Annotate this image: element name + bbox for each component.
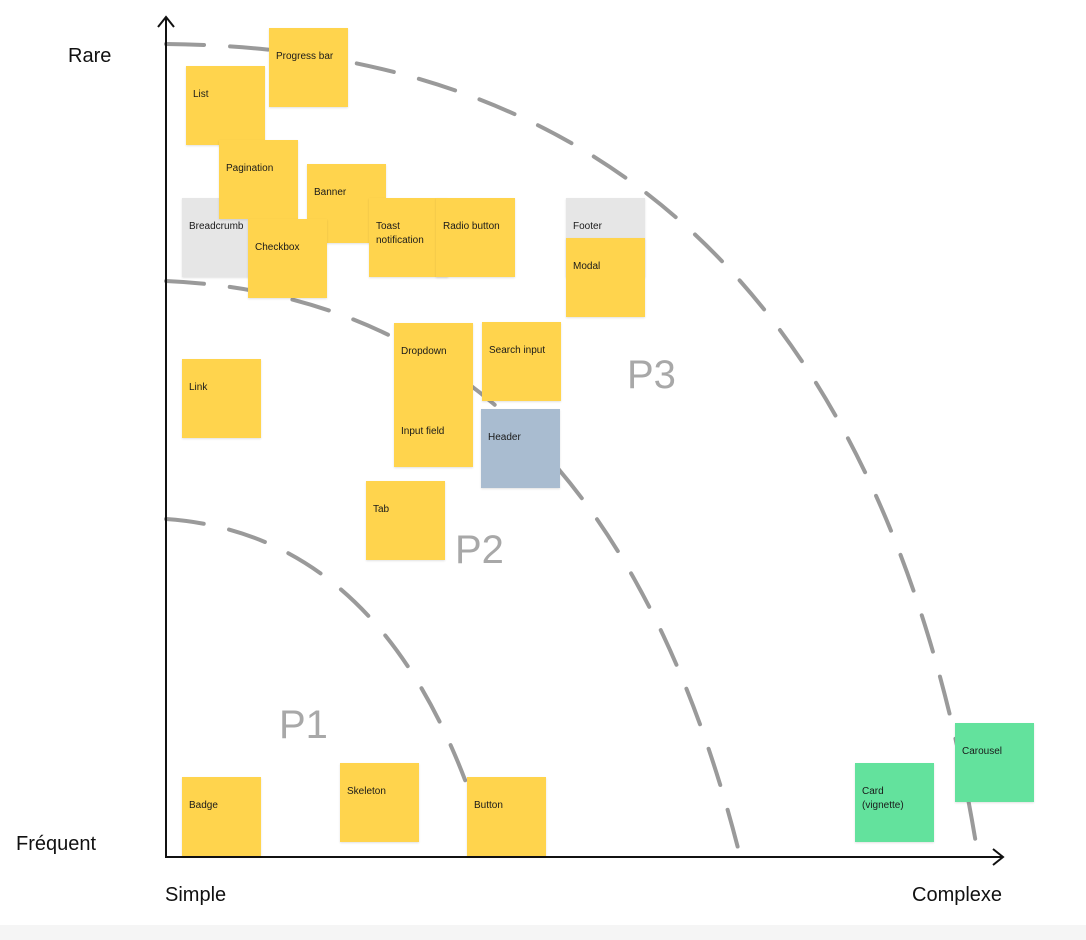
sticky-note-badge[interactable]: Badge bbox=[182, 777, 261, 856]
sticky-note-radio-button[interactable]: Radio button bbox=[436, 198, 515, 277]
sticky-note-dropdown-input-field[interactable]: Dropdown Input field bbox=[394, 323, 473, 467]
zone-label-p2: P2 bbox=[455, 528, 504, 572]
sticky-note-header[interactable]: Header bbox=[481, 409, 560, 488]
sticky-note-label: Banner bbox=[314, 187, 347, 198]
sticky-note-search-input[interactable]: Search input bbox=[482, 322, 561, 401]
sticky-note-label: Tab bbox=[373, 504, 390, 515]
y-axis-bottom-label: Fréquent bbox=[16, 833, 97, 855]
sticky-note-label-input-field: Input field bbox=[401, 426, 445, 437]
sticky-note-label: Skeleton bbox=[347, 786, 386, 797]
sticky-note-modal[interactable]: Modal bbox=[566, 238, 645, 317]
p1-boundary-arc bbox=[164, 517, 492, 858]
zone-label-p3: P3 bbox=[627, 353, 676, 397]
sticky-note-link[interactable]: Link bbox=[182, 359, 261, 438]
sticky-note-label: Header bbox=[488, 432, 521, 443]
p3-boundary-arc bbox=[164, 42, 980, 858]
y-axis-arrow bbox=[157, 15, 175, 28]
sticky-note-skeleton[interactable]: Skeleton bbox=[340, 763, 419, 842]
sticky-note-label: Badge bbox=[189, 800, 218, 811]
sticky-note-label: Toast notification bbox=[376, 221, 424, 246]
sticky-note-label: Progress bar bbox=[276, 51, 334, 62]
sticky-note-toast-notification[interactable]: Toast notification bbox=[369, 198, 448, 277]
sticky-note-checkbox[interactable]: Checkbox bbox=[248, 219, 327, 298]
sticky-note-pagination[interactable]: Pagination bbox=[219, 140, 298, 219]
x-axis-left-label: Simple bbox=[165, 884, 227, 906]
sticky-note-tab[interactable]: Tab bbox=[366, 481, 445, 560]
sticky-note-label: Search input bbox=[489, 345, 546, 356]
sticky-note-label: Link bbox=[189, 382, 208, 393]
sticky-note-label: Radio button bbox=[443, 221, 500, 232]
sticky-note-label: Modal bbox=[573, 261, 601, 272]
sticky-note-label: Breadcrumb bbox=[189, 221, 244, 232]
sticky-note-button[interactable]: Button bbox=[467, 777, 546, 856]
sticky-note-card[interactable]: Card (vignette) bbox=[855, 763, 934, 842]
y-axis-top-label: Rare bbox=[68, 45, 112, 67]
sticky-note-label: Footer bbox=[573, 221, 602, 232]
zone-label-p1: P1 bbox=[279, 703, 328, 747]
x-axis-arrow bbox=[992, 848, 1005, 866]
sticky-note-label: List bbox=[193, 89, 209, 100]
sticky-note-label: Card (vignette) bbox=[862, 786, 904, 811]
sticky-note-label: Carousel bbox=[962, 746, 1003, 757]
x-axis-right-label: Complexe bbox=[912, 884, 1003, 906]
sticky-note-carousel[interactable]: Carousel bbox=[955, 723, 1034, 802]
sticky-note-list[interactable]: List bbox=[186, 66, 265, 145]
sticky-note-label: Button bbox=[474, 800, 503, 811]
sticky-note-label: Checkbox bbox=[255, 242, 300, 253]
bottom-band bbox=[0, 925, 1086, 940]
sticky-note-label: Pagination bbox=[226, 163, 274, 174]
sticky-note-label-dropdown: Dropdown bbox=[401, 346, 447, 357]
sticky-note-progress-bar[interactable]: Progress bar bbox=[269, 28, 348, 107]
